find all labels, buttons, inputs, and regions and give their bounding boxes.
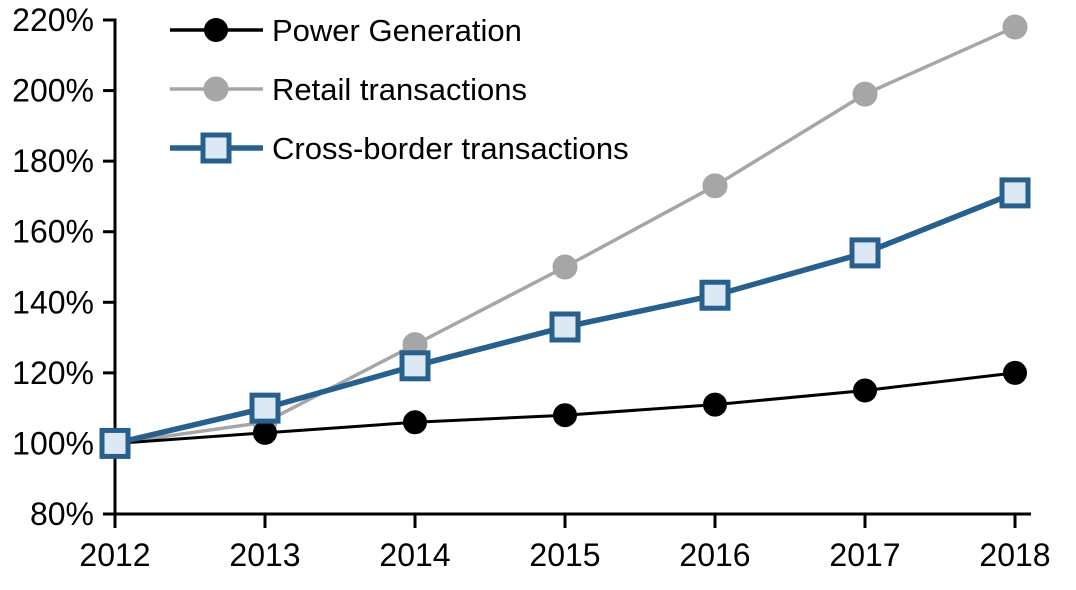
legend-item: Retail transactions: [170, 72, 527, 107]
data-point-marker: [999, 177, 1031, 209]
x-axis-tick-label: 2015: [529, 537, 600, 573]
data-point-marker: [552, 254, 578, 280]
data-point-marker: [253, 420, 277, 445]
x-axis-tick-label: 2014: [379, 537, 450, 573]
data-point-marker: [849, 237, 881, 269]
legend-marker: [200, 132, 232, 164]
data-point-marker: [853, 378, 877, 403]
legend: Power Generation Retail transactions Cross…: [170, 13, 629, 166]
data-point-marker: [1002, 14, 1028, 40]
legend-label: Retail transactions: [272, 72, 527, 107]
legend-marker: [204, 18, 228, 42]
legend-item: Power Generation: [170, 13, 522, 48]
x-axis-tick-label: 2016: [679, 537, 750, 573]
data-point-marker: [403, 410, 427, 435]
data-point-marker: [99, 427, 131, 459]
y-axis-tick-label: 120%: [12, 355, 94, 391]
y-axis-tick-label: 80%: [30, 496, 94, 532]
data-point-marker: [249, 392, 281, 424]
y-axis-tick-label: 160%: [12, 214, 94, 250]
data-point-marker: [553, 403, 577, 428]
x-axis-tick-label: 2018: [979, 537, 1050, 573]
y-axis-tick-label: 220%: [12, 2, 94, 38]
y-axis-tick-label: 200%: [12, 73, 94, 109]
legend-item: Cross-border transactions: [170, 131, 629, 166]
legend-marker: [203, 76, 229, 102]
x-axis-tick-label: 2012: [79, 537, 150, 573]
data-point-marker: [699, 279, 731, 311]
data-point-marker: [852, 81, 878, 107]
data-point-marker: [549, 311, 581, 343]
y-axis-tick-label: 100%: [12, 425, 94, 461]
x-axis-tick-label: 2013: [229, 537, 300, 573]
legend-label: Power Generation: [272, 13, 522, 48]
x-axis-tick-label: 2017: [829, 537, 900, 573]
y-axis-tick-label: 140%: [12, 284, 94, 320]
y-axis-tick-label: 180%: [12, 143, 94, 179]
legend-label: Cross-border transactions: [272, 131, 629, 166]
data-point-marker: [702, 173, 728, 199]
data-point-marker: [1003, 360, 1027, 385]
data-point-marker: [399, 350, 431, 382]
data-point-marker: [703, 392, 727, 417]
